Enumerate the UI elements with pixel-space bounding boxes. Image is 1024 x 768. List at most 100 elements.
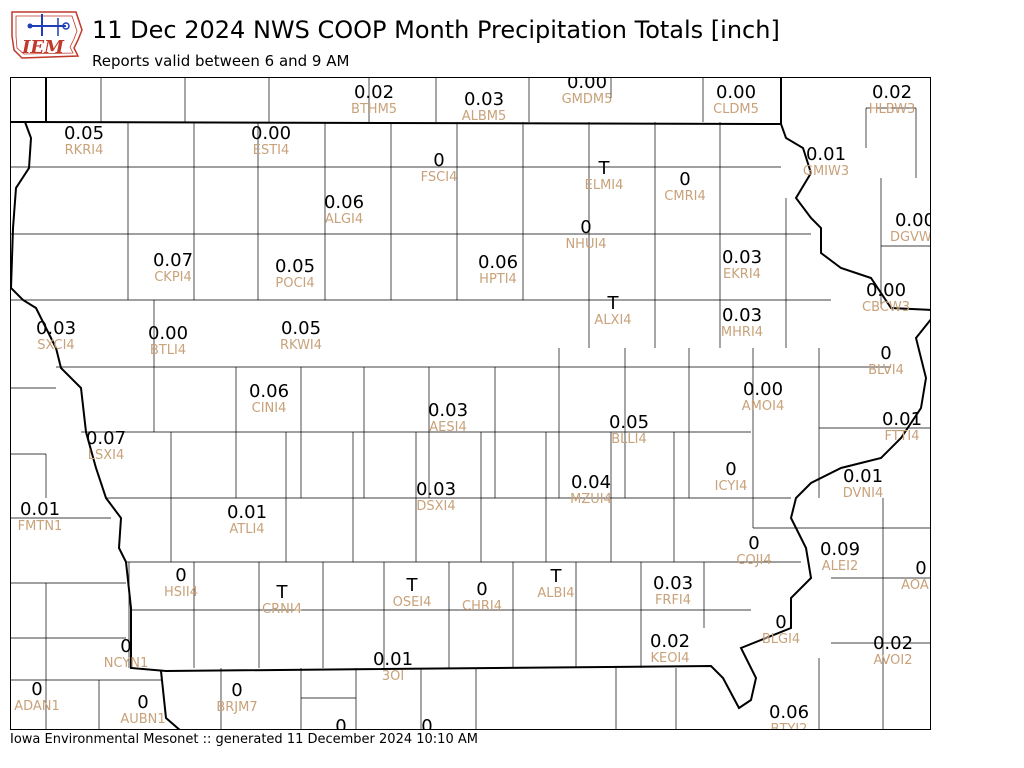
station-id: ALXI4: [594, 313, 632, 328]
station-value: 0: [421, 716, 433, 730]
station-value: 0.06: [477, 252, 519, 273]
station-mhri4: 0.03 MHRI4: [720, 307, 764, 340]
station-keoi4: 0.02 KEOI4: [649, 631, 691, 666]
station-id: RKRI4: [64, 143, 104, 158]
station-id: COJI4: [736, 553, 772, 568]
station-value: 0: [231, 680, 243, 701]
station-id: AMOI4: [741, 399, 785, 414]
station-value: 0.06: [248, 381, 290, 402]
station-3oi: 0.01 3OI: [373, 651, 413, 684]
station-value: 0: [31, 679, 43, 700]
iem-logo: IEM: [8, 6, 88, 62]
station-id: KEOI4: [650, 651, 690, 666]
station-value: 0.07: [152, 250, 194, 271]
station-fsci4: 0 FSCI4: [421, 150, 458, 185]
station-id: ALGI4: [324, 212, 364, 227]
station-aesi4: 0.03 AESI4: [427, 400, 469, 435]
station-coji4: 0 COJI4: [736, 535, 772, 568]
station-crni4: T CRNI4: [262, 584, 302, 617]
station-value: 0.05: [280, 318, 322, 339]
station-id: HLBW3: [868, 102, 916, 117]
station-id: CHRI4: [462, 599, 502, 614]
station-value: 0.06: [323, 192, 365, 213]
station-hsii4: 0 HSII4: [164, 567, 198, 600]
station-id: EKRI4: [723, 267, 761, 282]
station-value: 0: [137, 692, 149, 713]
station-value: 0.00: [715, 82, 757, 103]
station-value: T: [607, 293, 619, 314]
station-value: 0: [880, 343, 892, 364]
station-alxi4: T ALXI4: [594, 293, 632, 328]
station-s1: 0: [335, 718, 346, 730]
station-id: BLVI4: [868, 363, 904, 378]
station-cini4: 0.06 CINI4: [248, 381, 290, 416]
station-id: ELMI4: [584, 178, 624, 193]
station-id: HSII4: [164, 585, 198, 600]
station-hlbw3: 0.02 HLBW3: [868, 84, 916, 117]
station-value: 0.03: [721, 247, 763, 268]
station-id: ATLI4: [229, 522, 265, 537]
station-value: 0: [335, 716, 347, 730]
station-ncyn1: 0 NCYN1: [104, 638, 149, 671]
station-id: BTYI2: [770, 722, 808, 730]
station-cmri4: 0 CMRI4: [664, 171, 705, 204]
station-id: NHUI4: [565, 237, 607, 252]
station-poci4: 0.05 POCI4: [275, 258, 315, 291]
station-hpti4: 0.06 HPTI4: [477, 252, 519, 287]
station-id: CINI4: [251, 401, 287, 416]
station-id: CLDM5: [713, 102, 759, 117]
station-id: AUBN1: [120, 712, 166, 727]
footer-credit: Iowa Environmental Mesonet :: generated …: [10, 732, 478, 747]
station-value: T: [550, 566, 562, 587]
station-osei4: T OSEI4: [392, 577, 432, 610]
station-id: AESI4: [429, 420, 467, 435]
station-id: FRFI4: [654, 593, 692, 608]
station-id: CRNI4: [262, 602, 302, 617]
station-value: 0: [775, 612, 787, 633]
station-aoai2: 0AOAI2: [901, 558, 930, 593]
station-id: DVNI4: [842, 486, 884, 501]
station-value: 0: [915, 558, 927, 579]
station-ftti4: 0.01 FTTI4: [882, 411, 922, 444]
station-value: 0.00: [865, 280, 907, 301]
station-id: GMIW3: [802, 164, 850, 179]
station-value: 0.01: [842, 466, 884, 487]
station-value: 0.03: [463, 89, 505, 110]
station-blgi4: 0 BLGI4: [762, 612, 800, 647]
station-value: 0.03: [415, 479, 457, 500]
station-id: OSEI4: [392, 595, 432, 610]
station-id: FMTN1: [17, 519, 63, 534]
station-id: ADAN1: [14, 699, 60, 714]
station-value: 0: [580, 217, 592, 238]
station-id: AOAI2: [901, 578, 930, 593]
station-value: 0: [433, 150, 445, 171]
station-alei2: 0.09 ALEI2: [820, 541, 860, 574]
station-bthm5: 0.02 BTHM5: [350, 84, 398, 117]
station-value: 0.03: [427, 400, 469, 421]
station-id: GMDM5: [561, 92, 613, 107]
station-dsxi4: 0.03 DSXI4: [415, 479, 457, 514]
station-id: BTHM5: [350, 102, 398, 117]
station-esti4: 0.00 ESTI4: [251, 125, 291, 158]
station-id: BTLI4: [149, 343, 187, 358]
station-chri4: 0 CHRI4: [462, 579, 502, 614]
station-value: T: [598, 158, 610, 179]
station-id: CKPI4: [154, 270, 192, 285]
station-id: MHRI4: [720, 325, 764, 340]
station-avoi2: 0.02 AVOI2: [872, 633, 914, 668]
station-ekri4: 0.03 EKRI4: [721, 247, 763, 282]
station-rkri4: 0.05 RKRI4: [64, 125, 104, 158]
station-value: 0.00: [147, 323, 189, 344]
logo-text: IEM: [22, 37, 65, 58]
station-value: 0: [476, 579, 488, 600]
station-id: ALEI2: [821, 559, 859, 574]
station-id: SXCI4: [37, 338, 75, 353]
station-id: LSXI4: [87, 448, 125, 463]
station-s2: 0: [421, 718, 432, 730]
station-aubn1: 0 AUBN1: [120, 692, 166, 727]
station-value: 0.02: [649, 631, 691, 652]
station-value: 0.02: [872, 633, 914, 654]
station-elmi4: T ELMI4: [584, 158, 624, 193]
station-dgvw3: 0.00DGVW3: [890, 212, 930, 245]
station-icyi4: 0 ICYI4: [715, 461, 748, 494]
